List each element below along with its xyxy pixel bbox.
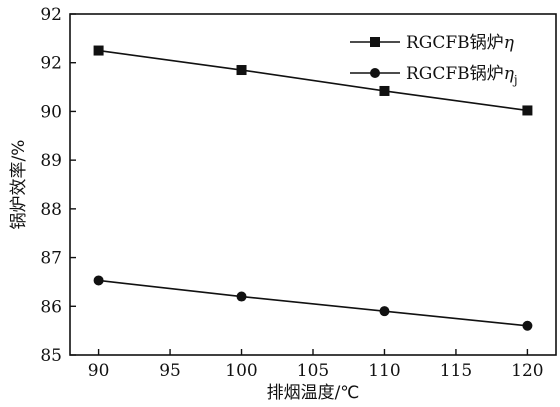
data-point-circle (93, 275, 104, 286)
data-point-circle (522, 320, 533, 331)
y-tick-label: 85 (40, 346, 62, 366)
data-point-square (522, 105, 533, 116)
y-tick-label: 92 (40, 54, 62, 74)
series-1 (93, 45, 533, 116)
data-point-square (379, 85, 390, 96)
x-tick-label: 90 (88, 361, 110, 381)
y-tick-label: 90 (40, 102, 62, 122)
x-tick-label: 115 (440, 361, 472, 381)
data-point-square (93, 45, 104, 56)
series-line (98, 279, 528, 327)
x-axis-title: 排烟温度/℃ (267, 383, 360, 403)
y-tick-label: 88 (40, 200, 62, 220)
x-axis: 90 95 100 105 110 115 120 (88, 349, 544, 381)
legend-label: RGCFB锅炉ηj (406, 64, 518, 87)
data-point-circle (379, 306, 390, 317)
series-layer (93, 45, 533, 331)
legend-item-2: RGCFB锅炉ηj (350, 64, 518, 87)
legend-label-subscript: j (512, 73, 518, 87)
x-tick-label: 105 (297, 361, 329, 381)
y-axis: 85 86 87 88 89 90 92 92 (40, 5, 76, 366)
x-tick-label: 100 (225, 361, 257, 381)
x-tick-label: 110 (368, 361, 400, 381)
y-axis-title: 锅炉效率/% (9, 140, 29, 230)
legend-label-symbol: η (504, 33, 515, 53)
data-point-circle (236, 291, 247, 302)
legend-marker-square (370, 37, 380, 47)
y-tick-label: 92 (40, 5, 62, 25)
legend-item-1: RGCFB锅炉η (350, 33, 515, 53)
legend-marker-circle (370, 68, 380, 78)
y-tick-label: 86 (40, 297, 62, 317)
legend-label-text: RGCFB锅炉 (406, 64, 504, 84)
series-2 (93, 275, 533, 331)
series-line (98, 49, 528, 112)
legend-label: RGCFB锅炉η (406, 33, 515, 53)
legend-label-symbol: η (504, 64, 515, 84)
x-tick-label: 95 (159, 361, 181, 381)
y-tick-label: 89 (40, 151, 62, 171)
x-tick-label: 120 (511, 361, 543, 381)
y-tick-label: 87 (40, 249, 62, 269)
data-point-square (236, 65, 247, 76)
legend-label-text: RGCFB锅炉 (406, 33, 504, 53)
